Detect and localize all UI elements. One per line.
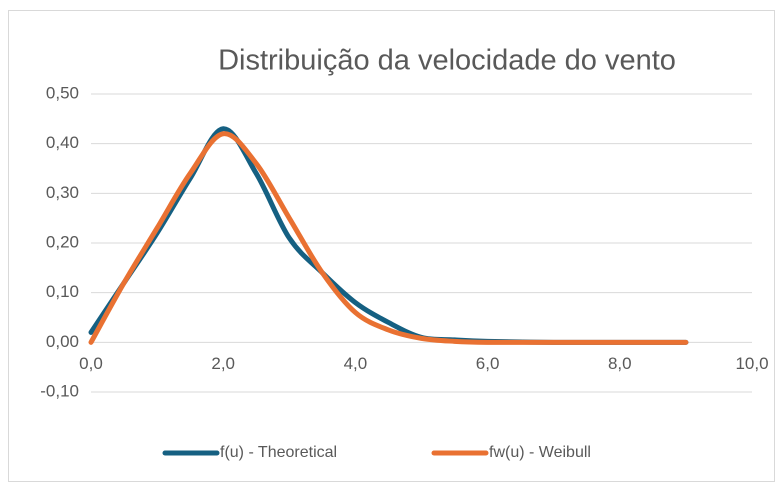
x-tick-label: 8,0 [608, 354, 632, 373]
chart-border [8, 10, 775, 482]
y-tick-label: 0,50 [46, 83, 79, 102]
y-tick-label: 0,30 [46, 183, 79, 202]
y-tick-label: 0,10 [46, 282, 79, 301]
y-tick-label: -0,10 [40, 381, 79, 400]
legend-label: fw(u) - Weibull [489, 444, 591, 461]
series-line [88, 131, 689, 345]
x-tick-label: 6,0 [476, 354, 500, 373]
y-tick-label: 0,00 [46, 332, 79, 351]
x-tick-label: 2,0 [211, 354, 235, 373]
x-tick-label: 10,0 [735, 354, 768, 373]
legend-label: f(u) - Theoretical [220, 444, 337, 461]
y-tick-label: 0,20 [46, 232, 79, 251]
y-tick-label: 0,40 [46, 133, 79, 152]
chart-title: Distribuição da velocidade do vento [218, 45, 676, 77]
x-tick-label: 4,0 [344, 354, 368, 373]
x-tick-label: 0,0 [79, 354, 103, 373]
